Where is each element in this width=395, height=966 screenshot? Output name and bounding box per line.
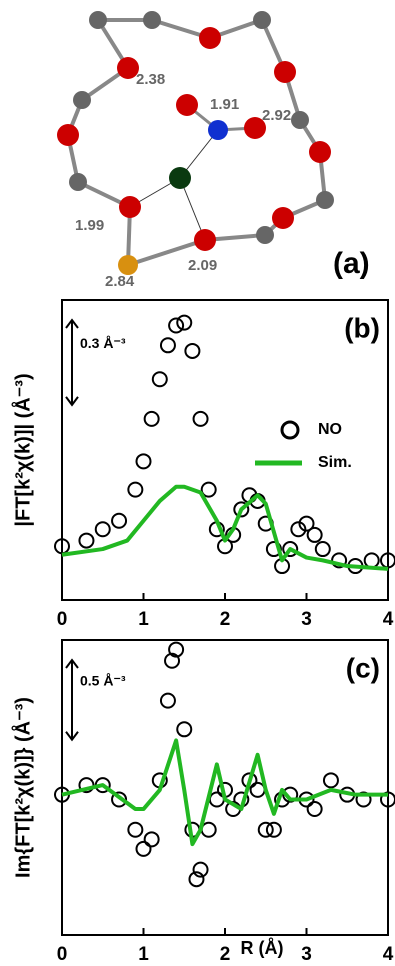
atom-n bbox=[208, 120, 228, 140]
data-point bbox=[161, 694, 175, 708]
atom-c bbox=[143, 11, 161, 29]
legend-label: NO bbox=[318, 421, 342, 438]
bond-label: 2.38 bbox=[136, 71, 165, 88]
x-tick-label: 0 bbox=[57, 944, 68, 965]
panel-label: (c) bbox=[346, 652, 380, 683]
x-axis-label: R (Å) bbox=[241, 938, 284, 958]
data-point bbox=[259, 823, 273, 837]
bond-label: 1.91 bbox=[210, 96, 239, 113]
data-point bbox=[251, 783, 265, 797]
data-point bbox=[79, 534, 93, 548]
data-point bbox=[316, 542, 330, 556]
atom-o bbox=[272, 207, 294, 229]
data-point bbox=[128, 483, 142, 497]
atom-c bbox=[73, 91, 91, 109]
x-tick-label: 3 bbox=[301, 944, 312, 965]
data-point bbox=[112, 514, 126, 528]
atom-c bbox=[316, 191, 334, 209]
atom-c bbox=[291, 111, 309, 129]
data-point bbox=[161, 338, 175, 352]
data-point bbox=[145, 412, 159, 426]
data-point bbox=[169, 318, 183, 332]
atom-o bbox=[57, 124, 79, 146]
atom-metal bbox=[169, 167, 191, 189]
atom-c bbox=[69, 173, 87, 191]
panel-label: (b) bbox=[344, 312, 380, 343]
data-point bbox=[153, 372, 167, 386]
data-point bbox=[137, 842, 151, 856]
data-point bbox=[137, 454, 151, 468]
x-tick-label: 4 bbox=[383, 609, 394, 630]
scale-bar-label: 0.5 Å⁻³ bbox=[80, 673, 126, 689]
atom-c bbox=[256, 226, 274, 244]
x-tick-label: 0 bbox=[57, 609, 68, 630]
x-tick-label: 1 bbox=[138, 944, 149, 965]
x-tick-label: 3 bbox=[301, 609, 312, 630]
data-point bbox=[267, 823, 281, 837]
atom-o bbox=[119, 196, 141, 218]
atom-o bbox=[176, 94, 198, 116]
x-tick-label: 1 bbox=[138, 609, 149, 630]
atom-o bbox=[194, 229, 216, 251]
atom-c bbox=[89, 11, 107, 29]
data-point bbox=[145, 832, 159, 846]
data-point bbox=[128, 823, 142, 837]
y-axis-label: Im{FT[k²χ(k)]} (Å⁻³) bbox=[10, 697, 34, 878]
panel-label: (a) bbox=[333, 247, 370, 280]
bond-label: 2.84 bbox=[105, 273, 135, 290]
data-point bbox=[365, 553, 379, 567]
data-point bbox=[308, 528, 322, 542]
data-point bbox=[308, 802, 322, 816]
x-tick-label: 2 bbox=[220, 609, 231, 630]
atom-o bbox=[274, 61, 296, 83]
legend-label: Sim. bbox=[318, 454, 352, 471]
data-point bbox=[185, 344, 199, 358]
data-point bbox=[177, 316, 191, 330]
atom-o bbox=[309, 141, 331, 163]
legend-marker bbox=[282, 422, 298, 438]
molecule bbox=[57, 11, 334, 275]
data-point bbox=[324, 773, 338, 787]
bond-label: 1.99 bbox=[75, 217, 104, 234]
atom-o bbox=[199, 27, 221, 49]
figure: 2.38 1.91 2.92 1.99 2.84 2.09 (a) 0 1 2 3 4 |… bbox=[0, 0, 395, 966]
x-tick-label: 2 bbox=[220, 944, 231, 965]
bond-label: 2.09 bbox=[188, 257, 217, 274]
scale-bar-label: 0.3 Å⁻³ bbox=[80, 335, 126, 351]
data-point bbox=[177, 722, 191, 736]
sim-line bbox=[62, 740, 388, 844]
data-point bbox=[210, 792, 224, 806]
data-point bbox=[194, 412, 208, 426]
atom-c bbox=[253, 11, 271, 29]
sim-line bbox=[62, 487, 388, 569]
x-tick-label: 4 bbox=[383, 944, 394, 965]
bond-label: 2.92 bbox=[262, 107, 291, 124]
y-axis-label: |FT[k²χ(k)]| (Å⁻³) bbox=[10, 373, 34, 526]
data-point bbox=[96, 522, 110, 536]
